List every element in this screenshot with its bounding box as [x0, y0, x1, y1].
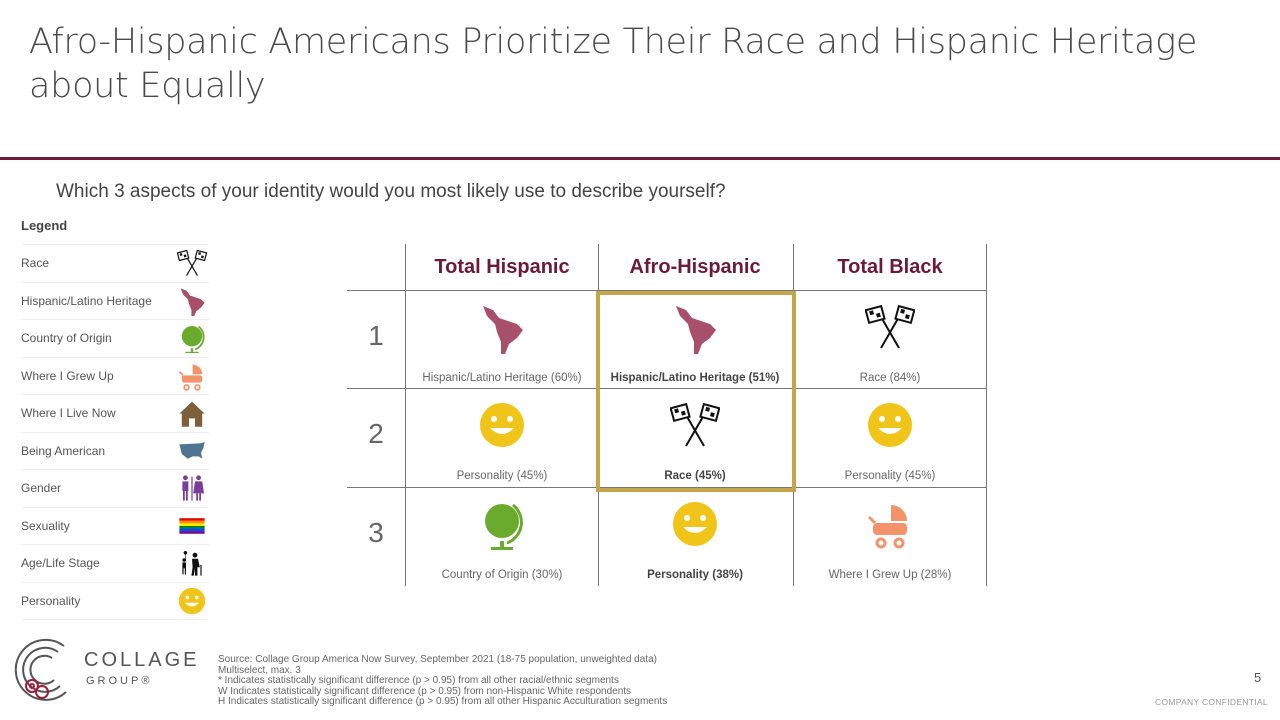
legend-item: Age/Life Stage: [21, 545, 209, 583]
rank-label: 1: [368, 320, 384, 351]
confidential-label: COMPANY CONFIDENTIAL: [1155, 697, 1268, 707]
legend-item-label: Hispanic/Latino Heritage: [21, 293, 152, 308]
cell-label: Race (84%): [859, 372, 921, 384]
column-header: Total Hispanic: [434, 256, 570, 278]
grid-line: [347, 290, 987, 291]
race-flags-icon: [176, 249, 208, 277]
smiley-icon: [480, 403, 524, 447]
table-cell: Race (84%): [793, 290, 987, 388]
legend-item: Sexuality: [21, 508, 209, 545]
gender-icon: [182, 475, 204, 501]
table-cell: Personality (38%): [598, 487, 792, 585]
cell-label: Personality (38%): [647, 569, 743, 581]
legend-item: Where I Grew Up: [21, 358, 209, 395]
globe-icon: [485, 503, 523, 550]
smiley-icon: [673, 502, 717, 546]
legend-item-label: Personality: [21, 593, 81, 608]
cell-label: Hispanic/Latino Heritage (51%): [610, 372, 780, 384]
legend-item-label: Age/Life Stage: [21, 556, 100, 571]
legend-item: Where I Live Now: [21, 395, 209, 433]
column-header: Total Black: [837, 256, 943, 278]
table-cell: Hispanic/Latino Heritage (60%): [405, 290, 599, 388]
latin-america-map-icon: [483, 306, 523, 354]
legend-item-label: Country of Origin: [21, 331, 112, 346]
cell-label: Hispanic/Latino Heritage (60%): [422, 372, 582, 384]
table-cell: Personality (45%): [405, 388, 599, 486]
legend-item: Gender: [21, 470, 209, 508]
legend-item: Being American: [21, 433, 209, 470]
smiley-icon: [178, 587, 206, 614]
legend-item: Personality: [21, 583, 209, 620]
source-line: Multiselect, max. 3: [218, 664, 301, 676]
cell-label: Race (45%): [664, 470, 726, 482]
legend-item-label: Race: [21, 256, 50, 271]
cell-label: Personality (45%): [844, 470, 936, 482]
rainbow-flag-icon: [179, 517, 205, 534]
source-notes: Source: Collage Group America Now Survey…: [218, 654, 668, 708]
legend-item-label: Being American: [21, 443, 106, 458]
legend-item-label: Where I Live Now: [21, 406, 116, 421]
column-header: Afro-Hispanic: [629, 256, 761, 278]
source-line: Source: Collage Group America Now Survey…: [218, 654, 657, 665]
globe-icon: [181, 326, 205, 354]
rank-label: 2: [368, 418, 384, 449]
latin-america-map-icon: [180, 288, 205, 316]
highlight-box: [596, 291, 796, 492]
cell-label: Where I Grew Up (28%): [828, 569, 952, 581]
race-flags-icon: [670, 402, 720, 447]
logo-line1: COLLAGE: [84, 649, 199, 671]
rank-label: 3: [368, 517, 384, 548]
collage-group-logo: COLLAGE GROUP®: [14, 634, 204, 709]
legend: Legend Race Hispanic/Latino Heritage Count…: [21, 215, 209, 620]
table-cell: Race (45%): [598, 388, 792, 486]
usa-map-icon: [179, 441, 205, 459]
cell-label: Personality (45%): [456, 470, 548, 482]
age-icon: [182, 551, 202, 576]
page-title: Afro-Hispanic Americans Prioritize Their…: [29, 22, 1198, 106]
legend-item: Hispanic/Latino Heritage: [21, 283, 209, 320]
table-cell: Personality (45%): [793, 388, 987, 486]
cell-label: Country of Origin (30%): [441, 569, 563, 581]
stroller-icon: [178, 364, 203, 391]
table-cell: Where I Grew Up (28%): [793, 487, 987, 585]
stroller-icon: [867, 505, 907, 549]
legend-item: Country of Origin: [21, 320, 209, 358]
legend-item-label: Where I Grew Up: [21, 368, 114, 383]
grid-line: [986, 244, 987, 586]
source-line: H Indicates statistically significant di…: [218, 696, 668, 707]
house-icon: [179, 401, 205, 428]
race-flags-icon: [865, 304, 915, 349]
grid-line: [347, 487, 987, 488]
source-line: * Indicates statistically significant di…: [218, 675, 619, 686]
grid-line: [347, 388, 987, 389]
legend-item: Race: [21, 245, 209, 283]
table-cell: Country of Origin (30%): [405, 487, 599, 585]
survey-question: Which 3 aspects of your identity would y…: [56, 181, 726, 202]
smiley-icon: [868, 403, 912, 447]
legend-title: Legend: [21, 215, 209, 245]
grid-line: [405, 244, 406, 586]
legend-item-label: Sexuality: [21, 518, 70, 533]
logo-line2: GROUP®: [86, 675, 152, 687]
legend-item-label: Gender: [21, 481, 62, 496]
table-cell: Hispanic/Latino Heritage (51%): [598, 290, 792, 388]
latin-america-map-icon: [676, 306, 716, 354]
page-number: 5: [1254, 670, 1262, 685]
source-line: W Indicates statistically significant di…: [218, 685, 632, 697]
title-divider: [0, 157, 1280, 160]
